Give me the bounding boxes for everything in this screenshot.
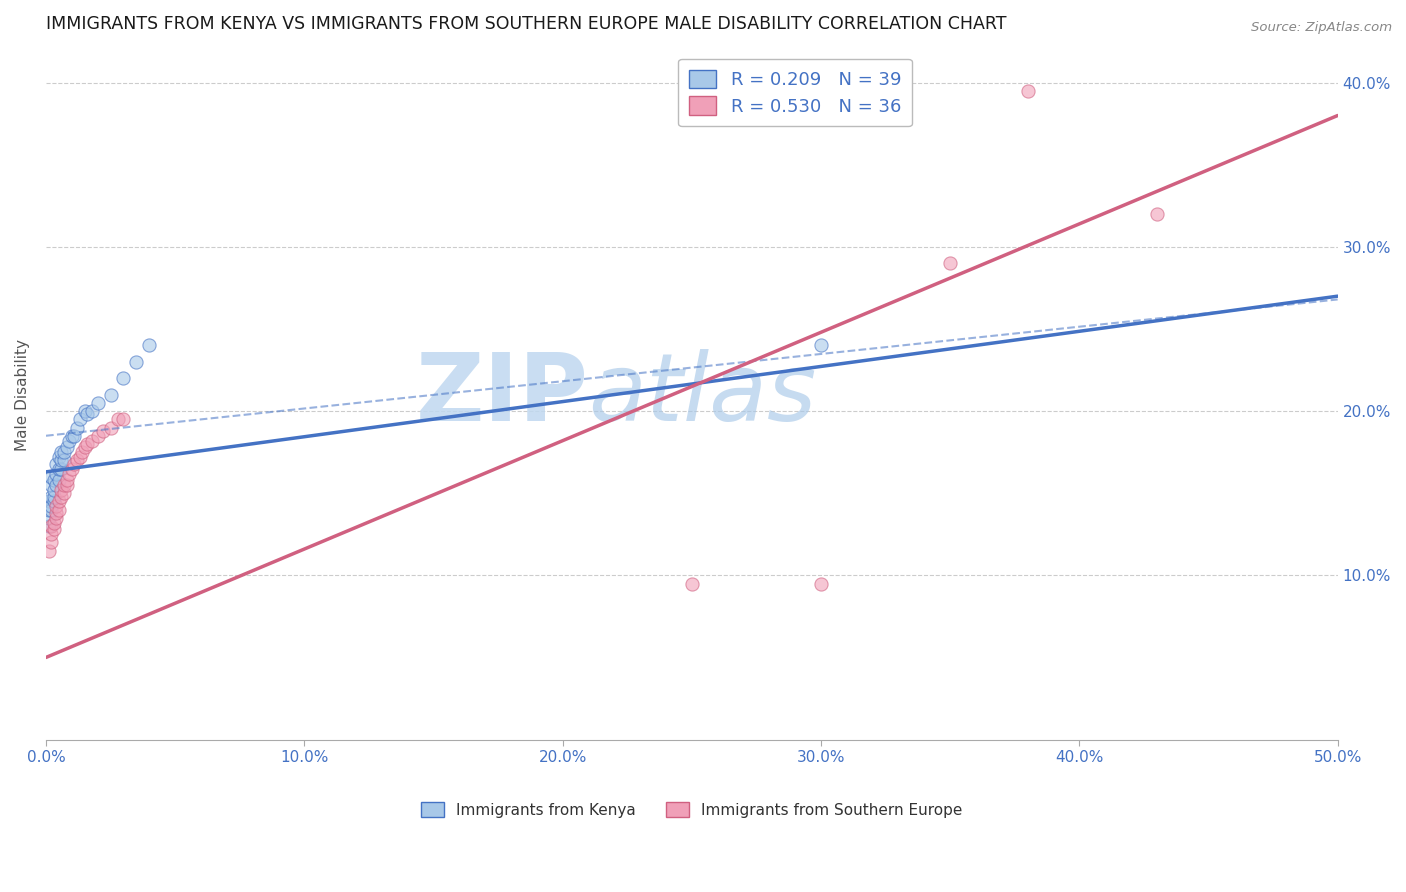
Point bbox=[42, 473, 65, 487]
Point bbox=[42, 516, 65, 530]
Point bbox=[91, 424, 114, 438]
Point bbox=[107, 412, 129, 426]
Point bbox=[39, 478, 62, 492]
Point bbox=[38, 543, 60, 558]
Point bbox=[69, 412, 91, 426]
Point bbox=[48, 461, 70, 475]
Point bbox=[939, 256, 962, 270]
Point bbox=[45, 478, 67, 492]
Point bbox=[42, 483, 65, 497]
Point bbox=[55, 440, 77, 454]
Point bbox=[1017, 84, 1039, 98]
Point bbox=[112, 371, 135, 385]
Point bbox=[51, 453, 73, 467]
Point bbox=[51, 461, 73, 475]
Text: atlas: atlas bbox=[589, 349, 817, 440]
Point bbox=[55, 478, 77, 492]
Point bbox=[73, 404, 96, 418]
Point bbox=[45, 500, 67, 514]
Legend: Immigrants from Kenya, Immigrants from Southern Europe: Immigrants from Kenya, Immigrants from S… bbox=[415, 796, 969, 823]
Point bbox=[51, 490, 73, 504]
Point bbox=[48, 450, 70, 464]
Point bbox=[39, 502, 62, 516]
Point bbox=[53, 478, 76, 492]
Point bbox=[125, 355, 148, 369]
Point bbox=[58, 434, 80, 448]
Point bbox=[48, 502, 70, 516]
Point bbox=[60, 461, 83, 475]
Point bbox=[76, 437, 98, 451]
Point bbox=[51, 483, 73, 497]
Point bbox=[53, 453, 76, 467]
Point bbox=[42, 490, 65, 504]
Point bbox=[82, 404, 104, 418]
Point bbox=[39, 535, 62, 549]
Point bbox=[42, 494, 65, 508]
Point bbox=[38, 519, 60, 533]
Point bbox=[53, 445, 76, 459]
Point bbox=[86, 396, 108, 410]
Point bbox=[1146, 207, 1168, 221]
Point bbox=[55, 473, 77, 487]
Point bbox=[48, 494, 70, 508]
Point bbox=[810, 338, 832, 352]
Point bbox=[39, 527, 62, 541]
Text: IMMIGRANTS FROM KENYA VS IMMIGRANTS FROM SOUTHERN EUROPE MALE DISABILITY CORRELA: IMMIGRANTS FROM KENYA VS IMMIGRANTS FROM… bbox=[46, 15, 1007, 33]
Point bbox=[45, 467, 67, 481]
Point bbox=[39, 490, 62, 504]
Point bbox=[63, 429, 86, 443]
Point bbox=[38, 494, 60, 508]
Point bbox=[810, 576, 832, 591]
Point bbox=[69, 450, 91, 464]
Point bbox=[100, 420, 122, 434]
Point bbox=[66, 420, 89, 434]
Point bbox=[42, 522, 65, 536]
Point bbox=[39, 500, 62, 514]
Point bbox=[76, 408, 98, 422]
Point bbox=[100, 387, 122, 401]
Point bbox=[45, 511, 67, 525]
Point bbox=[63, 457, 86, 471]
Text: Source: ZipAtlas.com: Source: ZipAtlas.com bbox=[1251, 21, 1392, 34]
Point bbox=[38, 511, 60, 525]
Point bbox=[82, 434, 104, 448]
Point bbox=[138, 338, 160, 352]
Point bbox=[66, 453, 89, 467]
Point bbox=[48, 473, 70, 487]
Point bbox=[45, 457, 67, 471]
Text: ZIP: ZIP bbox=[416, 349, 589, 441]
Point bbox=[45, 506, 67, 520]
Y-axis label: Male Disability: Male Disability bbox=[15, 339, 30, 450]
Point bbox=[39, 470, 62, 484]
Point bbox=[51, 445, 73, 459]
Point bbox=[39, 519, 62, 533]
Point bbox=[58, 467, 80, 481]
Point bbox=[112, 412, 135, 426]
Point bbox=[60, 429, 83, 443]
Point bbox=[53, 486, 76, 500]
Point bbox=[86, 429, 108, 443]
Point bbox=[681, 576, 703, 591]
Point bbox=[70, 445, 93, 459]
Point bbox=[38, 502, 60, 516]
Point bbox=[73, 440, 96, 454]
